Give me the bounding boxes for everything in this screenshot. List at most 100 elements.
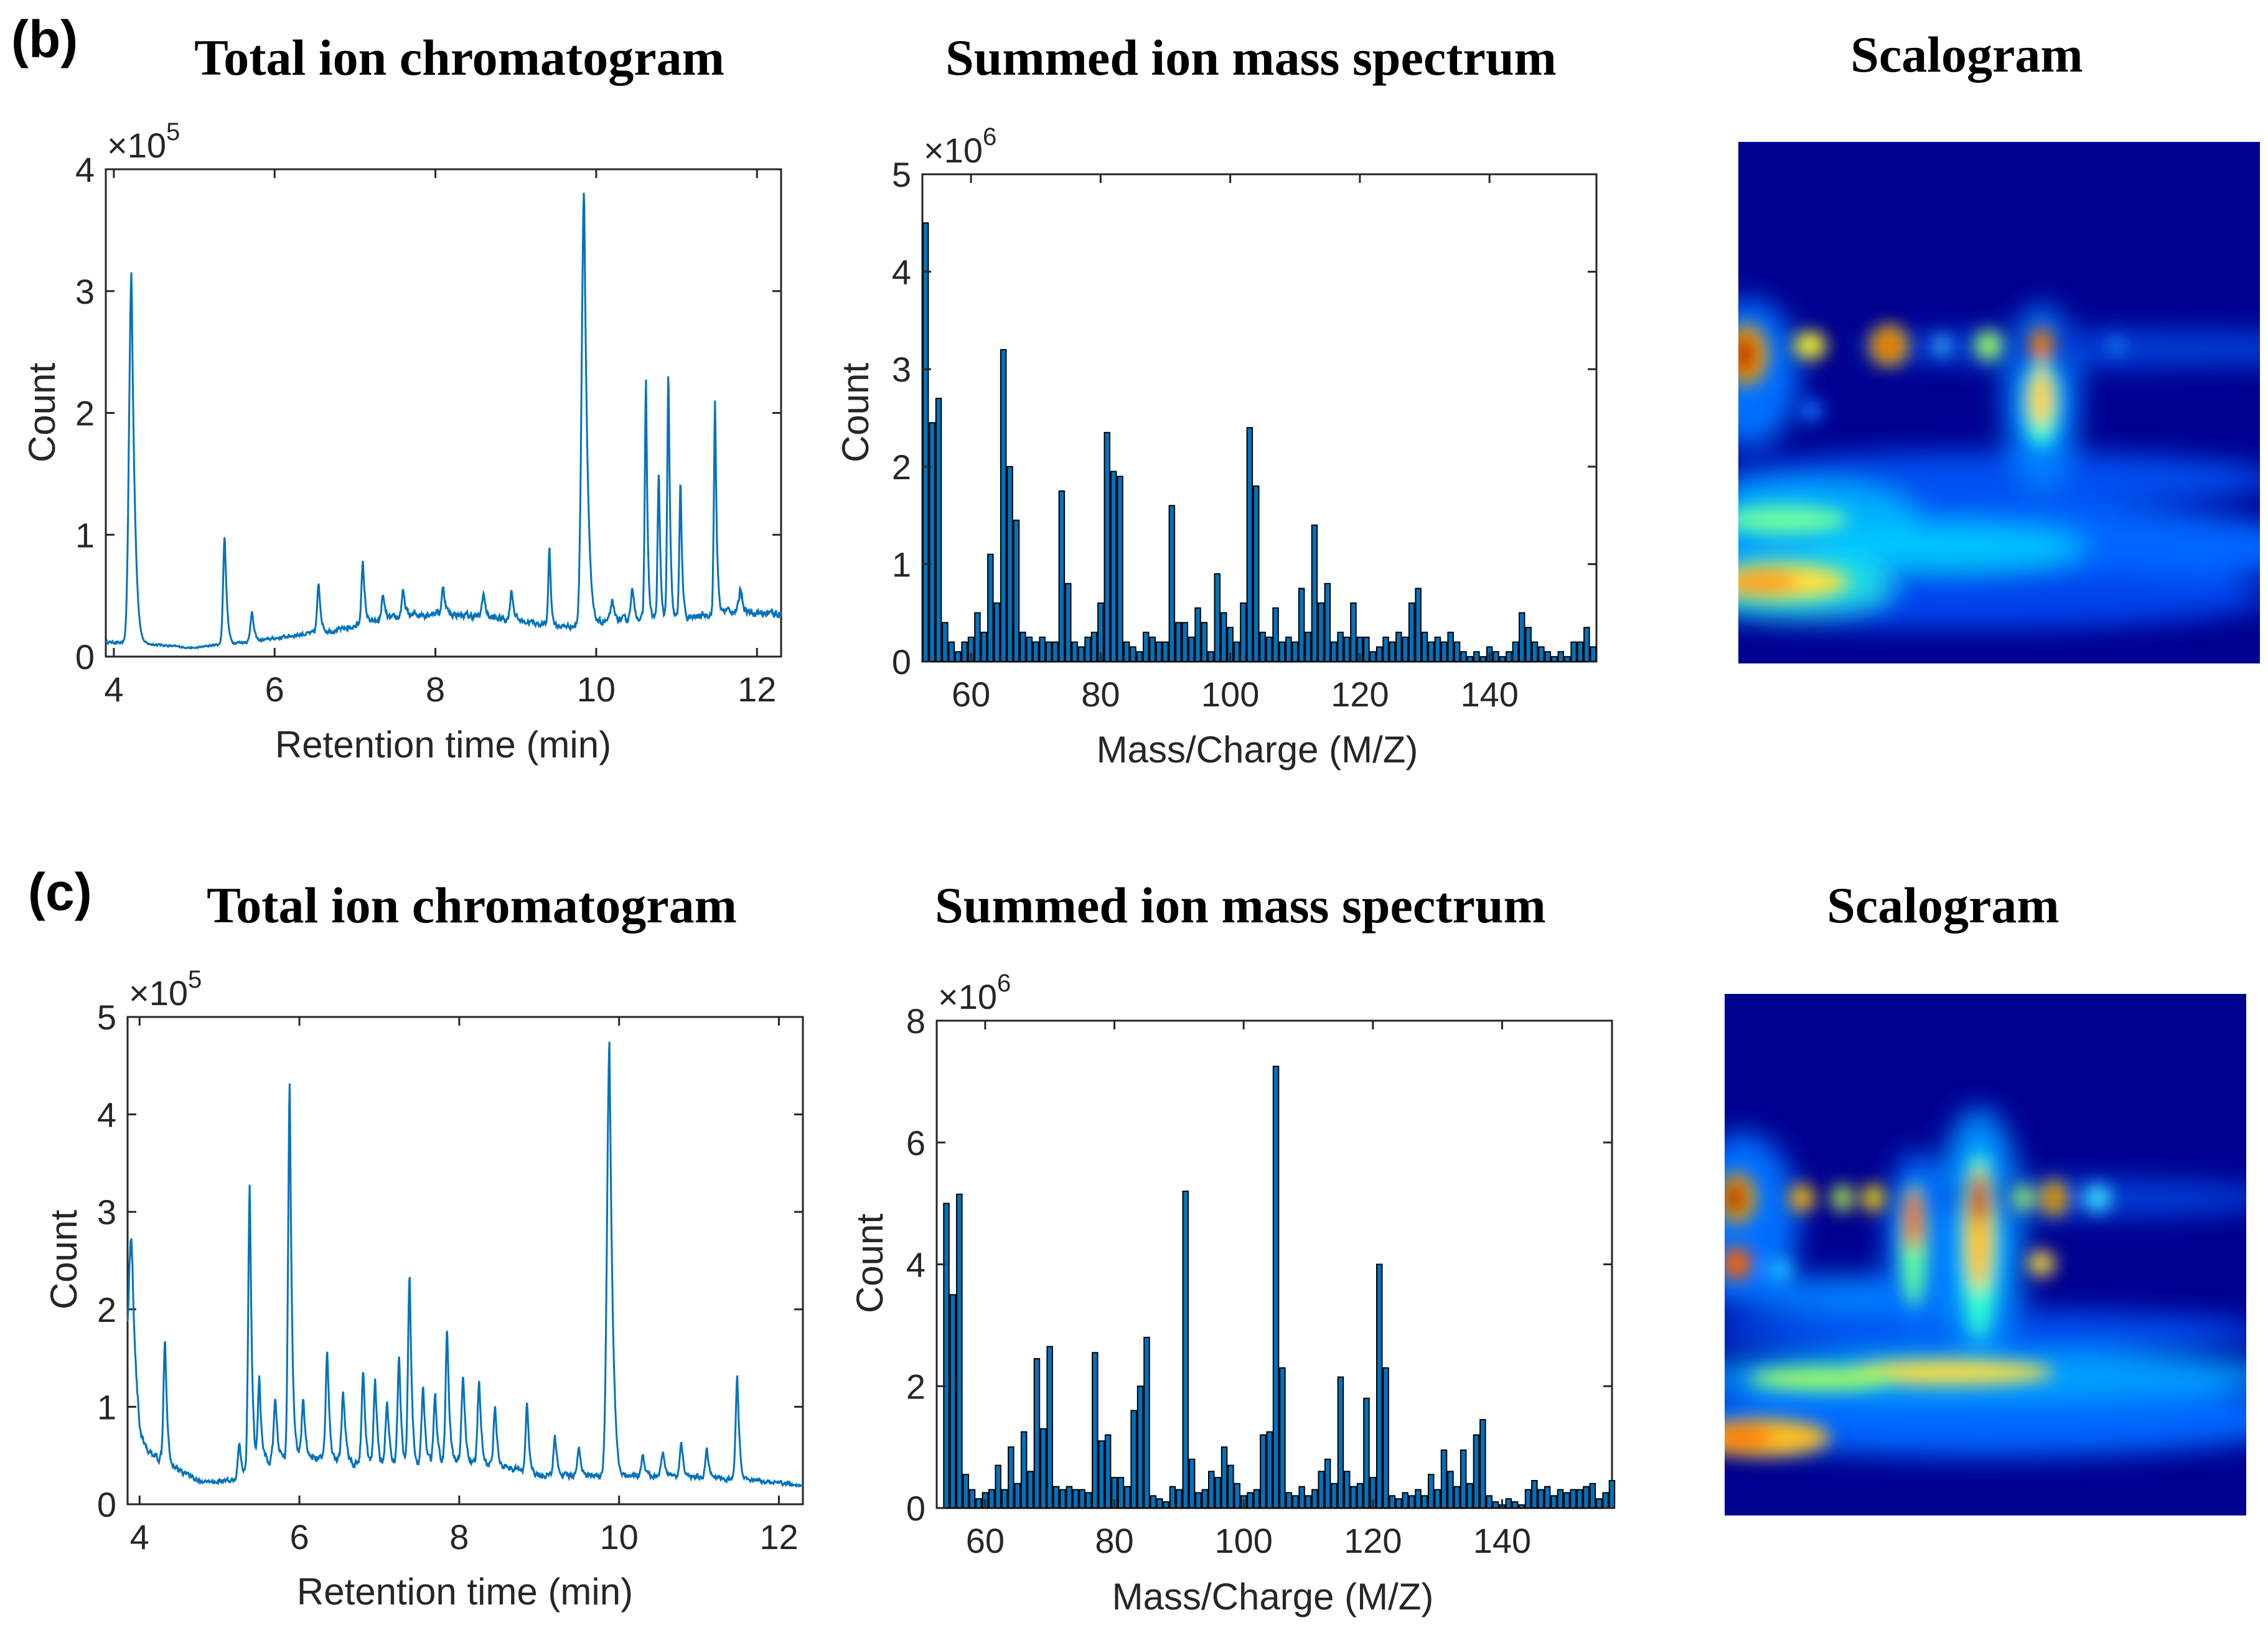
ms-c-bar	[1563, 1492, 1570, 1509]
ms-c-bar	[968, 1489, 976, 1509]
ms-b-ytick-label: 3	[892, 350, 911, 389]
ms-b-bar	[1305, 632, 1311, 662]
ms-c-bar	[1596, 1498, 1603, 1509]
ms-c-bar	[1589, 1482, 1596, 1509]
ms-c-bar	[1182, 1191, 1189, 1509]
ms-c-ytick-label: 0	[906, 1489, 925, 1528]
ms-c-bar	[1576, 1489, 1583, 1509]
ms-c-bar	[1402, 1492, 1408, 1509]
ms-b-bar	[993, 602, 1000, 662]
ms-xticks-b: 60 80 100 120 140	[952, 174, 1519, 714]
ms-b-bar	[1512, 641, 1519, 662]
ms-b-bar	[1583, 627, 1590, 663]
ms-yticks-c: 0 2 4 6 8	[906, 1001, 1612, 1528]
ms-bars-b	[922, 222, 1596, 663]
ms-c-bar	[1434, 1489, 1441, 1509]
ms-c-bar	[1350, 1486, 1357, 1509]
ms-c-bar	[1117, 1477, 1125, 1509]
ms-c-bar	[1266, 1431, 1273, 1509]
ms-c-bar	[1156, 1498, 1163, 1509]
ms-c-bar	[1260, 1434, 1267, 1509]
tic-title-c: Total ion chromatogram	[207, 877, 737, 934]
ms-ylabel-b: Count	[835, 363, 876, 462]
tic-b-xtick-label: 10	[577, 670, 616, 709]
ms-b-bar	[1408, 602, 1415, 662]
tic-c-xtick-label: 10	[600, 1517, 639, 1557]
ms-b-bar	[1460, 651, 1467, 663]
ms-c-bar	[995, 1464, 1001, 1509]
ms-c-bar	[1531, 1480, 1538, 1509]
tic-c-ytick-label: 5	[97, 998, 116, 1037]
ms-c-xtick-label: 100	[1214, 1521, 1272, 1560]
tic-c-ytick-label: 1	[97, 1387, 116, 1426]
tic-c-xtick-label: 12	[759, 1517, 798, 1557]
ms-b-bar	[987, 553, 994, 663]
ms-b-bar	[1298, 588, 1305, 662]
ms-c-bar	[1602, 1492, 1609, 1509]
ms-c-bar	[1518, 1504, 1525, 1509]
ms-exponent-value-c: 6	[997, 970, 1011, 997]
ms-b-bar	[974, 612, 981, 663]
ms-b-ytick-label: 2	[892, 447, 911, 487]
ms-c-bar	[1247, 1492, 1253, 1509]
ms-b-bar	[1265, 636, 1273, 663]
ms-b-bar	[1421, 632, 1428, 662]
ms-c-bar	[1014, 1482, 1021, 1509]
tic-c-xtick-label: 8	[449, 1517, 469, 1557]
ms-b-bar	[1207, 651, 1214, 663]
ms-b-bar	[948, 641, 955, 662]
ms-c-bar	[1163, 1501, 1169, 1509]
ms-b-bar	[1434, 636, 1441, 663]
ms-b-bar	[1278, 641, 1286, 662]
ms-b-bar	[1019, 632, 1026, 662]
ms-b-bar	[1453, 641, 1461, 662]
scalogram-b: Scalogram	[1738, 26, 2260, 663]
ms-b-bar	[1382, 636, 1389, 663]
ms-b-bar	[961, 641, 968, 662]
ms-b-bar	[942, 622, 949, 663]
ms-c-bar	[1066, 1486, 1073, 1509]
tic-c-ytick-label: 4	[97, 1095, 116, 1135]
ms-b-bar	[1123, 641, 1130, 662]
ms-b-ytick-label: 4	[892, 253, 911, 292]
ms-c-bar	[1395, 1498, 1402, 1509]
ms-b-bar	[1499, 656, 1506, 662]
tic-exponent-b: ×105	[107, 118, 180, 165]
tic-ylabel-b: Count	[21, 363, 63, 462]
ms-b-bar	[1337, 632, 1344, 662]
ms-b-bar	[1466, 656, 1474, 662]
ms-exponent-c: ×106	[938, 970, 1011, 1016]
ms-c-bar	[1570, 1489, 1577, 1509]
ms-b-bar	[1428, 641, 1435, 662]
scalogram-title-b: Scalogram	[1850, 26, 2083, 83]
ms-c-ytick-label: 2	[906, 1367, 925, 1406]
tic-yticks-b: 0 1 2 3 4	[75, 150, 781, 677]
ms-c-bar	[1331, 1482, 1338, 1509]
ms-b-bar	[1084, 636, 1091, 663]
ms-b-bar	[1395, 632, 1402, 662]
tic-b-xtick-label: 6	[265, 670, 284, 709]
ms-bars-c	[943, 1065, 1616, 1509]
ms-b-bar	[1214, 573, 1221, 662]
tic-xticks-b: 4 6 8 10 12	[104, 169, 776, 709]
tic-b-ytick-label: 3	[75, 272, 95, 311]
ms-b-bar	[1343, 636, 1351, 663]
tic-b-xtick-label: 12	[738, 670, 776, 709]
ms-xlabel-c: Mass/Charge (M/Z)	[1112, 1576, 1434, 1618]
tic-yticks-c: 0 1 2 3 4 5	[97, 998, 803, 1524]
ms-c-bar	[1466, 1482, 1473, 1509]
ms-c-bar	[1020, 1431, 1028, 1509]
ms-b-bar	[955, 651, 962, 663]
ms-b-bar	[1253, 485, 1260, 662]
ms-c-bar	[1305, 1495, 1312, 1509]
ms-c-bar	[1253, 1489, 1260, 1509]
ms-b-bar	[1006, 466, 1013, 662]
ms-b-bar	[1221, 612, 1227, 663]
ms-b-bar	[1045, 641, 1052, 662]
ms-c-bar	[1234, 1482, 1240, 1509]
ms-c-xtick-label: 120	[1344, 1521, 1402, 1560]
ms-c-bar	[1408, 1495, 1415, 1509]
tic-c-ytick-label: 3	[97, 1192, 116, 1232]
ms-b-bar	[1110, 471, 1117, 662]
